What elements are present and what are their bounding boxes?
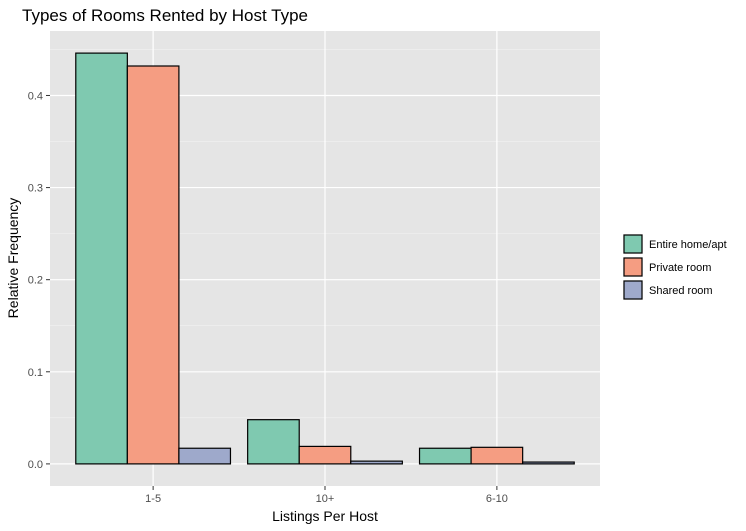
x-tick-label: 10+ [316, 493, 335, 505]
legend-label: Entire home/apt [649, 239, 727, 251]
y-axis-ticks: 0.0 0.1 0.2 0.3 0.4 [28, 90, 50, 471]
legend: Entire home/apt Private room Shared room [623, 234, 727, 300]
y-tick-label: 0.1 [28, 367, 43, 379]
y-tick-label: 0.4 [28, 90, 43, 102]
legend-label: Private room [649, 262, 711, 274]
y-tick-label: 0.0 [28, 459, 43, 471]
legend-label: Shared room [649, 285, 713, 297]
legend-swatch [623, 257, 643, 277]
legend-swatch [623, 280, 643, 300]
bar [522, 461, 575, 465]
y-tick-label: 0.2 [28, 275, 43, 287]
bar [75, 52, 128, 465]
bar [298, 445, 352, 465]
y-axis-title: Relative Frequency [5, 198, 21, 319]
x-tick-label: 6-10 [486, 493, 508, 505]
legend-swatch [623, 234, 643, 254]
bar [470, 446, 524, 465]
x-axis-ticks: 1-5 10+ 6-10 [145, 486, 508, 505]
bars [75, 52, 575, 465]
bar [247, 419, 300, 465]
chart-title: Types of Rooms Rented by Host Type [22, 6, 308, 25]
y-tick-label: 0.3 [28, 183, 43, 195]
bar [126, 65, 180, 465]
bar [350, 460, 403, 465]
x-tick-label: 1-5 [145, 493, 161, 505]
bar [418, 447, 472, 465]
bar [178, 447, 232, 465]
x-axis-title: Listings Per Host [272, 508, 378, 524]
